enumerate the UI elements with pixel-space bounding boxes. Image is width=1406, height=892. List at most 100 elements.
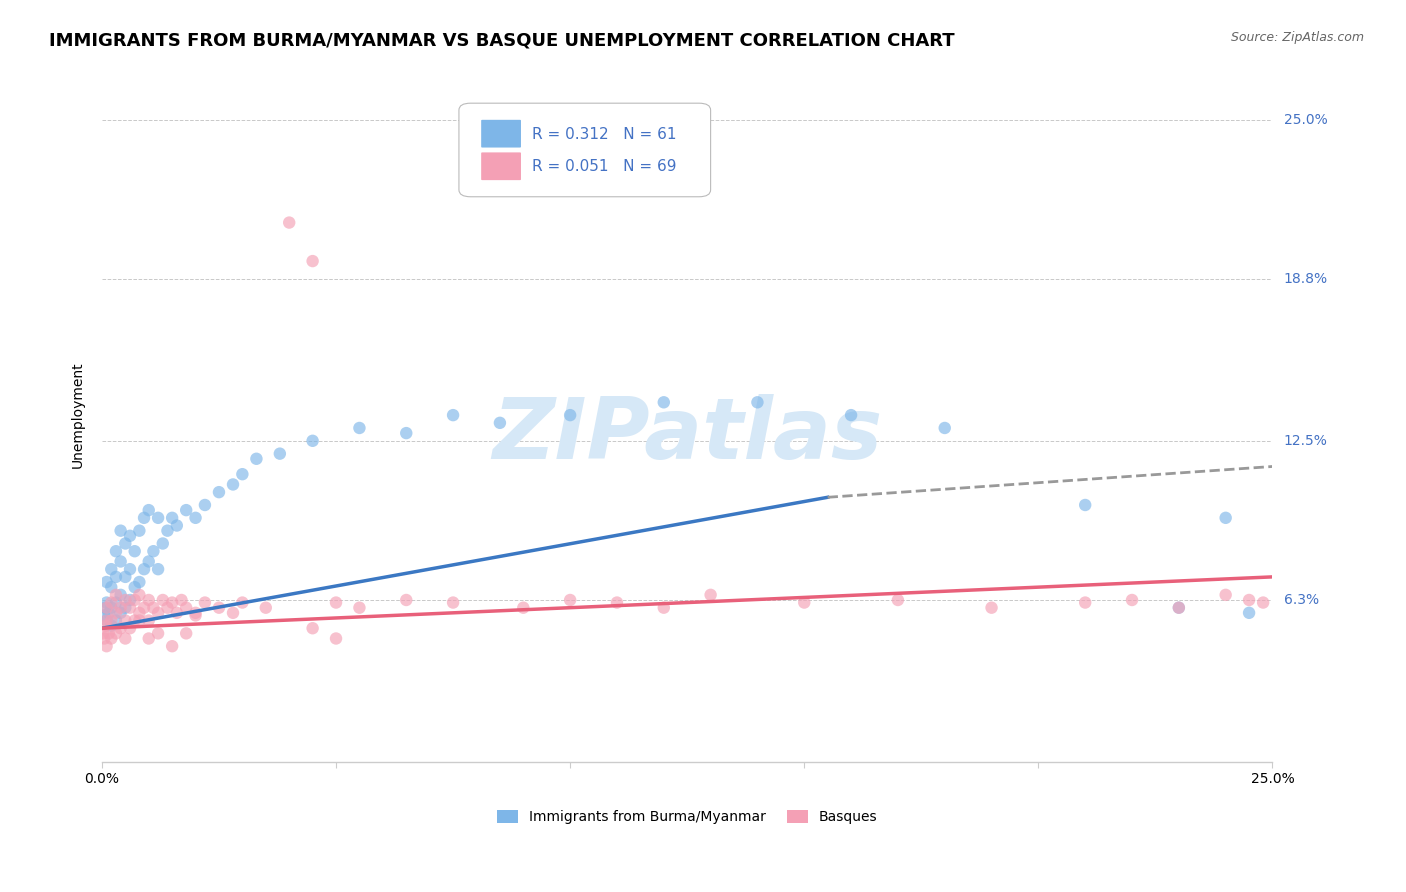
Point — [132, 511, 155, 525]
Point — [118, 621, 141, 635]
Text: 18.8%: 18.8% — [1284, 272, 1327, 286]
Point — [118, 600, 141, 615]
Point — [104, 606, 127, 620]
Point — [1251, 596, 1274, 610]
Text: ZIPatlas: ZIPatlas — [492, 394, 883, 477]
Point — [395, 426, 418, 441]
Point — [100, 614, 122, 628]
FancyBboxPatch shape — [458, 103, 710, 197]
Point — [194, 596, 217, 610]
Point — [97, 606, 120, 620]
Point — [1237, 606, 1260, 620]
Point — [1074, 596, 1097, 610]
Point — [96, 614, 118, 628]
Point — [110, 588, 132, 602]
Point — [184, 606, 207, 620]
Point — [1215, 588, 1237, 602]
Point — [325, 632, 347, 646]
Point — [208, 600, 231, 615]
Point — [325, 596, 347, 610]
Point — [142, 544, 165, 558]
Point — [254, 600, 277, 615]
Point — [104, 544, 127, 558]
Point — [231, 596, 253, 610]
Point — [652, 600, 675, 615]
Point — [146, 511, 169, 525]
Point — [110, 554, 132, 568]
Point — [606, 596, 628, 610]
Text: 6.3%: 6.3% — [1284, 593, 1319, 607]
Point — [128, 606, 150, 620]
Point — [132, 600, 155, 615]
Point — [160, 639, 183, 653]
Point — [94, 600, 117, 615]
Point — [1167, 600, 1189, 615]
Point — [1121, 593, 1143, 607]
Point — [980, 600, 1002, 615]
Point — [208, 485, 231, 500]
Point — [128, 574, 150, 589]
Point — [138, 593, 160, 607]
Point — [269, 447, 291, 461]
Point — [104, 570, 127, 584]
Point — [301, 434, 323, 448]
Legend: Immigrants from Burma/Myanmar, Basques: Immigrants from Burma/Myanmar, Basques — [498, 810, 877, 824]
Point — [96, 639, 118, 653]
Point — [96, 614, 118, 628]
Point — [96, 600, 118, 615]
Point — [138, 503, 160, 517]
Point — [560, 408, 582, 422]
Point — [395, 593, 418, 607]
Point — [138, 614, 160, 628]
Point — [174, 626, 197, 640]
Point — [1167, 600, 1189, 615]
Y-axis label: Unemployment: Unemployment — [72, 362, 86, 468]
Point — [934, 421, 956, 435]
Point — [91, 626, 114, 640]
Point — [887, 593, 910, 607]
Text: 25.0%: 25.0% — [1284, 113, 1327, 127]
Point — [174, 503, 197, 517]
Point — [222, 606, 245, 620]
Point — [114, 632, 136, 646]
Point — [110, 606, 132, 620]
Text: Source: ZipAtlas.com: Source: ZipAtlas.com — [1230, 31, 1364, 45]
Point — [152, 593, 174, 607]
Point — [114, 614, 136, 628]
Point — [166, 518, 188, 533]
Point — [1074, 498, 1097, 512]
Point — [301, 621, 323, 635]
Point — [349, 600, 371, 615]
Point — [170, 593, 193, 607]
Point — [349, 421, 371, 435]
Point — [100, 562, 122, 576]
Point — [278, 216, 301, 230]
Point — [128, 588, 150, 602]
Point — [184, 608, 207, 623]
Point — [652, 395, 675, 409]
Point — [839, 408, 862, 422]
Point — [124, 614, 146, 628]
Point — [245, 451, 267, 466]
Point — [138, 554, 160, 568]
Point — [124, 593, 146, 607]
Point — [194, 498, 217, 512]
FancyBboxPatch shape — [481, 120, 522, 147]
Point — [100, 632, 122, 646]
Text: R = 0.312   N = 61: R = 0.312 N = 61 — [531, 127, 676, 142]
Point — [132, 562, 155, 576]
Point — [160, 596, 183, 610]
Point — [104, 596, 127, 610]
Point — [100, 596, 122, 610]
Point — [128, 524, 150, 538]
Point — [96, 574, 118, 589]
Point — [222, 477, 245, 491]
Point — [93, 608, 115, 623]
Point — [110, 600, 132, 615]
Point — [100, 580, 122, 594]
Point — [104, 614, 127, 628]
Point — [118, 593, 141, 607]
Point — [124, 580, 146, 594]
Point — [128, 614, 150, 628]
Point — [441, 408, 464, 422]
